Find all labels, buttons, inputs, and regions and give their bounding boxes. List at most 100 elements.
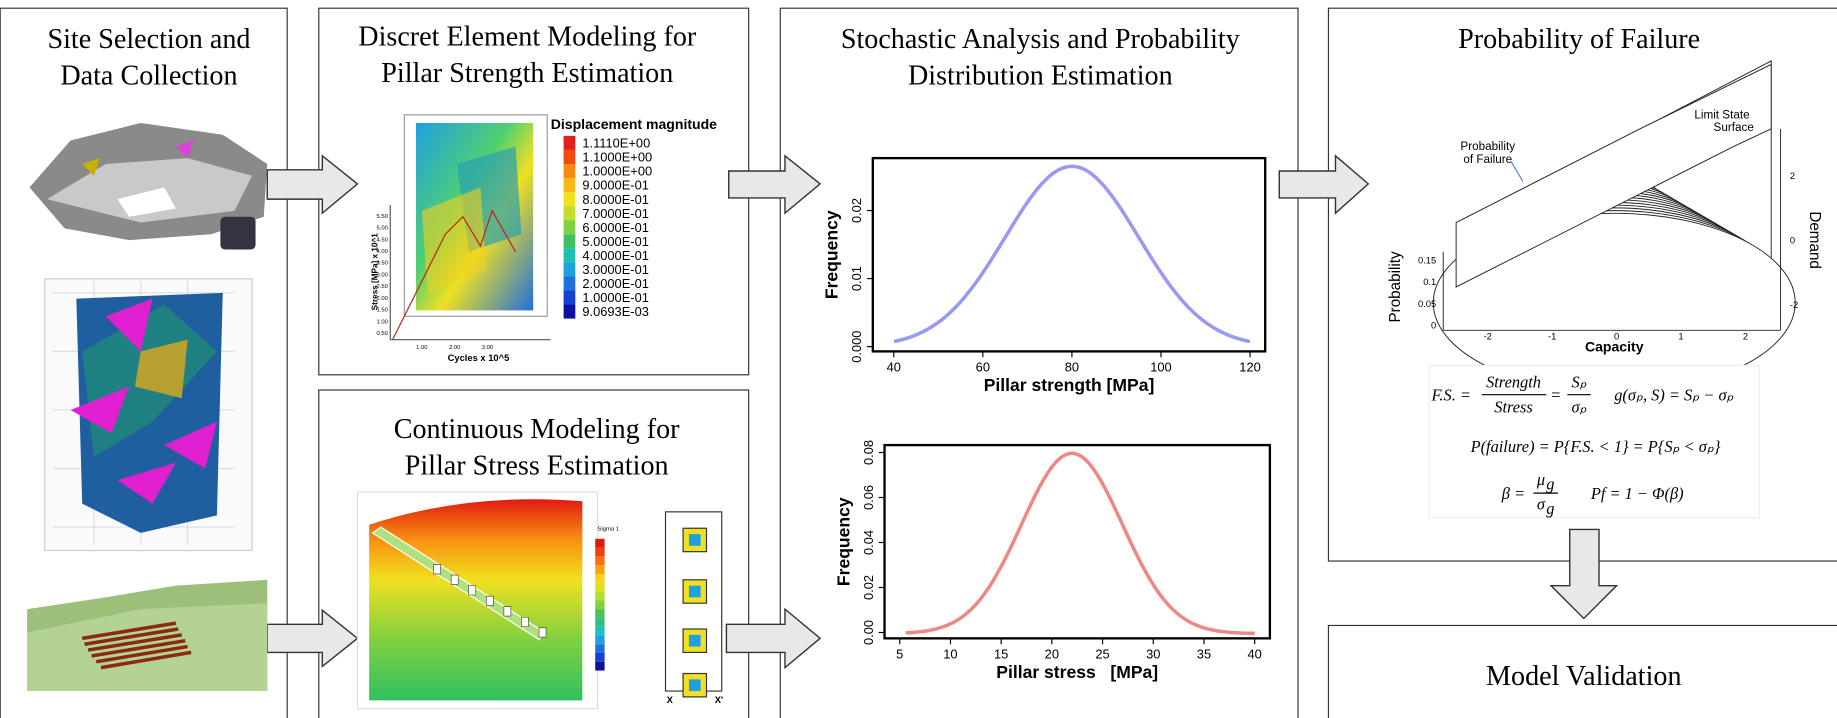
y-tick-label: 0.04 — [861, 530, 876, 555]
x-axis-label: Pillar stress [MPa] — [996, 662, 1158, 682]
legend-swatch — [563, 192, 576, 207]
tick-label: -1 — [1548, 332, 1556, 342]
legend-label: 3.0000E-01 — [582, 262, 649, 277]
legend-swatch — [563, 149, 576, 164]
formula: Pf = 1 − Φ(β) — [1590, 484, 1684, 503]
density-curve — [905, 451, 1255, 636]
legend-swatch — [563, 304, 576, 319]
axis-label: Demand — [1806, 211, 1823, 269]
x-tick-label: 120 — [1239, 359, 1260, 374]
y-tick-label: 0.000 — [849, 331, 864, 363]
tick-label: 0 — [1790, 236, 1795, 246]
x-tick-label: 60 — [976, 359, 990, 374]
x-tick-label: 80 — [1065, 359, 1079, 374]
legend-swatch — [563, 248, 576, 263]
panel-title: Pillar Stress Estimation — [405, 450, 669, 481]
tick-label: 0.50 — [377, 331, 389, 337]
formula: σ — [1537, 495, 1546, 514]
tick-label: 2.50 — [377, 284, 389, 290]
legend-swatch — [563, 178, 576, 193]
formula-box — [1428, 364, 1761, 519]
annotation: of Failure — [1463, 153, 1512, 166]
density-curve — [893, 164, 1251, 344]
panel-title: Distribution Estimation — [908, 60, 1173, 91]
y-tick-label: 0.01 — [849, 266, 864, 291]
axis-label: Capacity — [1585, 338, 1644, 354]
legend-swatch — [595, 565, 605, 574]
legend-title: Sigma 1 — [598, 527, 619, 533]
panel-title: Probability of Failure — [1458, 24, 1700, 55]
dem-model-image — [389, 114, 551, 341]
legend-swatch — [563, 206, 576, 221]
legend-swatch — [595, 556, 605, 566]
y-tick-label: 0.00 — [861, 620, 876, 645]
annotation: Limit State — [1694, 108, 1749, 121]
legend-label: 5.0000E-01 — [582, 234, 649, 249]
tick-label: 4.00 — [377, 249, 389, 255]
arrow — [266, 154, 359, 215]
legend-label: 1.0000E+00 — [582, 164, 652, 179]
y-axis-label: Frequency — [822, 210, 842, 299]
legend-swatch — [595, 591, 605, 601]
legend-swatch — [595, 573, 605, 583]
surface-plot — [1432, 60, 1796, 393]
tick-label: 2.00 — [449, 345, 461, 351]
formula: β = — [1501, 484, 1525, 503]
legend-swatch — [595, 661, 605, 671]
panel-title: Continuous Modeling for — [394, 414, 680, 445]
legend-label: 6.0000E-01 — [582, 220, 649, 235]
contour-image — [356, 491, 723, 710]
fracture-model-image — [44, 278, 253, 552]
tick-label: 5.00 — [377, 226, 389, 232]
legend-swatch — [595, 626, 605, 636]
arrow — [1549, 528, 1619, 620]
legend-swatch — [595, 609, 605, 618]
section-label: X — [667, 695, 674, 705]
legend-swatch — [563, 135, 576, 150]
panel-title: Pillar Strength Estimation — [381, 58, 673, 89]
legend-label: 1.1000E+00 — [582, 150, 652, 165]
panel-title: Stochastic Analysis and Probability — [841, 24, 1240, 55]
tick-label: 3.00 — [482, 345, 494, 351]
formula: g — [1546, 499, 1554, 518]
legend-label: 8.0000E-01 — [582, 192, 649, 207]
formula: σₚ — [1572, 397, 1587, 416]
panel — [1327, 624, 1837, 718]
y-axis-label: Frequency — [833, 497, 853, 586]
x-tick-label: 40 — [1248, 646, 1262, 661]
x-tick-label: 15 — [994, 646, 1008, 661]
formula: g(σₚ, S) = Sₚ − σₚ — [1614, 386, 1733, 405]
tick-label: 0.15 — [1418, 256, 1436, 266]
x-tick-label: 35 — [1197, 646, 1211, 661]
tick-label: -2 — [1790, 300, 1798, 310]
formula: F.S. = — [1431, 386, 1471, 405]
tick-label: 4.50 — [377, 237, 389, 243]
panel-title: Data Collection — [60, 60, 237, 91]
legend-swatch — [563, 163, 576, 179]
legend-swatch — [595, 582, 605, 592]
tick-label: 0.1 — [1423, 277, 1436, 287]
axis-label: Stress [MPa] x 10^1 — [370, 233, 379, 311]
tick-label: 2 — [1743, 332, 1748, 342]
legend-label: 2.0000E-01 — [582, 276, 649, 291]
axis-label: Probability — [1387, 251, 1404, 322]
legend-swatch — [563, 290, 576, 305]
tick-label: 0 — [1431, 321, 1436, 331]
legend-label: 4.0000E-01 — [582, 248, 649, 263]
legend-swatch — [595, 635, 605, 645]
legend-swatch — [563, 276, 576, 291]
formula: Sₚ — [1572, 373, 1587, 392]
x-tick-label: 20 — [1045, 646, 1059, 661]
arrow — [266, 608, 359, 668]
x-tick-label: 5 — [896, 646, 903, 661]
legend-title: Displacement magnitude — [551, 116, 717, 132]
legend-label: 1.0000E-01 — [582, 290, 649, 305]
chart-frame — [883, 443, 1272, 640]
legend-swatch — [563, 234, 576, 249]
y-tick-label: 0.06 — [861, 485, 876, 510]
legend-swatch — [595, 617, 605, 627]
x-axis-label: Pillar strength [MPa] — [984, 375, 1155, 395]
axis-label: Cycles x 10^5 — [448, 353, 510, 363]
pillar-core — [688, 679, 701, 692]
formula: Stress — [1494, 397, 1533, 416]
